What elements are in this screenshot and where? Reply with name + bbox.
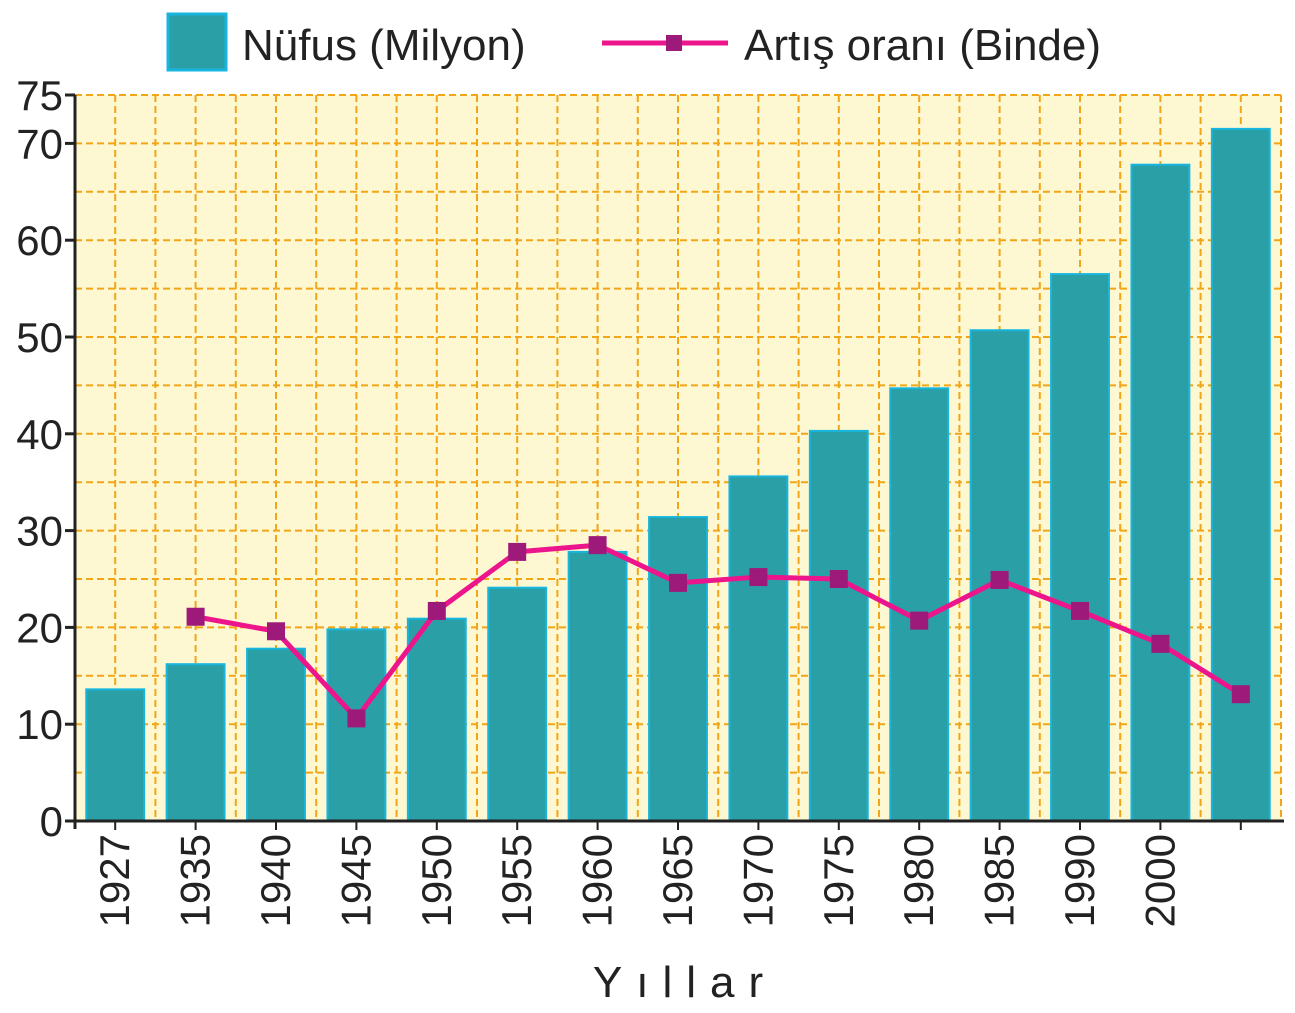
x-tick-label: 1927 <box>91 834 138 927</box>
line-point <box>427 601 446 620</box>
x-tick-label: 1950 <box>413 834 460 927</box>
line-point <box>990 570 1009 589</box>
bar <box>889 387 950 822</box>
x-tick-label: 1970 <box>734 834 781 927</box>
y-tick-label: 60 <box>16 217 63 264</box>
x-tick-label: 1960 <box>574 834 621 927</box>
x-axis-title: Yıllar <box>593 958 777 1007</box>
bar <box>567 550 628 822</box>
x-tick-label: 1945 <box>332 834 379 927</box>
line-point <box>267 622 285 641</box>
x-tick-label: 1990 <box>1056 834 1103 927</box>
line-point <box>669 573 687 592</box>
bar <box>728 475 789 822</box>
line-point <box>749 568 768 587</box>
x-tick-label: 2000 <box>1136 834 1183 927</box>
line-point <box>186 607 205 626</box>
y-tick-label: 20 <box>16 604 63 651</box>
line-point <box>347 709 366 728</box>
legend-bar-swatch <box>166 12 228 72</box>
y-tick-label: 70 <box>16 120 63 167</box>
bar <box>165 663 226 823</box>
bar-series <box>85 127 1271 823</box>
bar <box>1210 127 1271 822</box>
line-point <box>1231 685 1250 704</box>
x-tick-label: 1965 <box>654 834 701 927</box>
x-tick-label: 1935 <box>172 834 219 927</box>
line-point <box>508 542 527 561</box>
bar <box>406 617 467 822</box>
line-point <box>1071 601 1089 620</box>
bar <box>808 429 869 822</box>
y-tick-label: 30 <box>16 508 63 555</box>
x-tick-labels: 1927 1935 1940 1945 1950 1955 1960 1965 1970 1975… <box>91 834 1183 927</box>
bar <box>1130 163 1191 823</box>
line-point <box>829 570 848 588</box>
axes <box>65 93 1284 830</box>
line-series <box>186 536 1250 728</box>
bar <box>246 647 306 822</box>
bar <box>1050 273 1110 822</box>
legend-bar-label: Nüfus (Milyon) <box>242 21 526 70</box>
bar <box>85 688 146 822</box>
bar <box>487 586 548 822</box>
x-tick-label: 1940 <box>252 834 299 927</box>
legend-line-marker <box>666 35 682 51</box>
y-tick-label: 40 <box>16 411 63 458</box>
x-tick-label: 1980 <box>895 834 942 927</box>
y-tick-label: 10 <box>16 701 63 748</box>
y-tick-label: 50 <box>16 314 63 361</box>
y-tick-label: 0 <box>40 798 63 845</box>
line-point <box>1151 634 1170 653</box>
legend-line-label: Artış oranı (Binde) <box>744 21 1101 70</box>
x-tick-label: 1985 <box>976 834 1023 927</box>
y-tick-label: 75 <box>16 72 63 119</box>
legend: Nüfus (Milyon) Artış oranı (Binde) <box>166 12 1101 72</box>
x-tick-label: 1955 <box>493 834 540 927</box>
x-tick-label: 1975 <box>815 834 862 927</box>
line-point <box>588 536 607 555</box>
series-line <box>195 542 1243 721</box>
bar <box>648 516 708 822</box>
line-point <box>910 611 929 630</box>
